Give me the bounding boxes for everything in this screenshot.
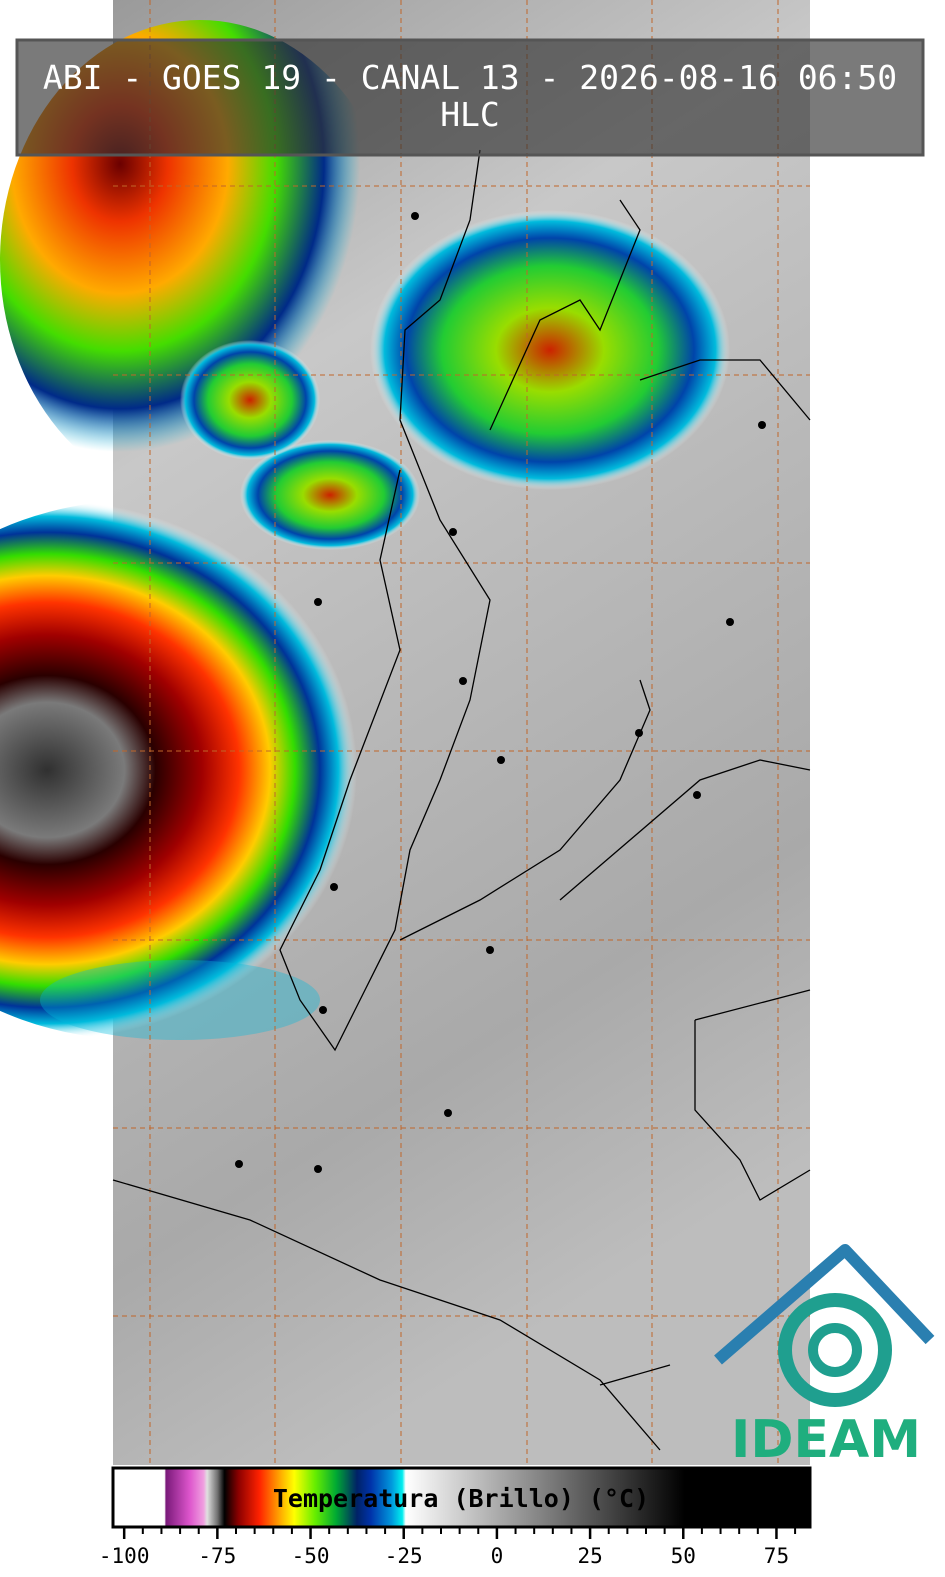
- title: ABI - GOES 19 - CANAL 13 - 2026-08-16 06…: [43, 58, 897, 97]
- colorbar-ticks: -100 -75 -50 -25 0 25 50 75: [99, 1527, 797, 1568]
- tick-label: -50: [292, 1544, 330, 1568]
- borders: [112, 149, 811, 1451]
- logo-text: IDEAM: [731, 1410, 921, 1470]
- graticule: [113, 0, 810, 1465]
- logo: IDEAM: [714, 1244, 935, 1470]
- tick-label: 75: [764, 1544, 789, 1568]
- tick-label: 50: [671, 1544, 696, 1568]
- title-box: [15, 38, 925, 157]
- tick-label: -75: [198, 1544, 236, 1568]
- tick-label: -100: [99, 1544, 150, 1568]
- city-markers: [235, 212, 766, 1173]
- subtitle: HLC: [440, 95, 500, 134]
- tick-label: -25: [385, 1544, 423, 1568]
- colorbar-label: Temperatura (Brillo) (°C): [273, 1484, 649, 1513]
- tick-label: 0: [491, 1544, 504, 1568]
- satellite-image: [0, 0, 810, 1465]
- tick-label: 25: [577, 1544, 602, 1568]
- colorbar: [111, 1466, 812, 1529]
